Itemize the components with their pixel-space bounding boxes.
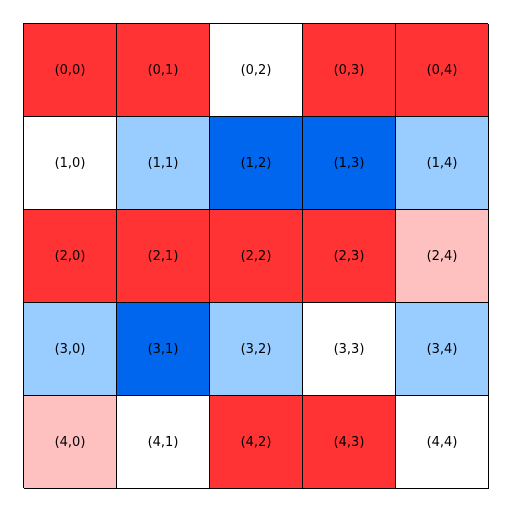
cell-2-4[interactable]: (2,4) — [396, 210, 489, 303]
cell-0-0[interactable]: (0,0) — [24, 24, 117, 117]
game-board: (0,0) (0,1) (0,2) (0,3) (0,4) (1,0) (1,1… — [23, 23, 489, 489]
cell-3-3[interactable]: (3,3) — [303, 303, 396, 396]
cell-1-4[interactable]: (1,4) — [396, 117, 489, 210]
cell-4-1[interactable]: (4,1) — [117, 396, 210, 489]
cell-0-2[interactable]: (0,2) — [210, 24, 303, 117]
cell-3-0[interactable]: (3,0) — [24, 303, 117, 396]
cell-4-2[interactable]: (4,2) — [210, 396, 303, 489]
cell-2-0[interactable]: (2,0) — [24, 210, 117, 303]
cell-1-2[interactable]: (1,2) — [210, 117, 303, 210]
cell-4-3[interactable]: (4,3) — [303, 396, 396, 489]
cell-3-1[interactable]: (3,1) — [117, 303, 210, 396]
cell-2-3[interactable]: (2,3) — [303, 210, 396, 303]
cell-2-1[interactable]: (2,1) — [117, 210, 210, 303]
cell-2-2[interactable]: (2,2) — [210, 210, 303, 303]
cell-0-4[interactable]: (0,4) — [396, 24, 489, 117]
cell-4-0[interactable]: (4,0) — [24, 396, 117, 489]
cell-1-3[interactable]: (1,3) — [303, 117, 396, 210]
cell-3-2[interactable]: (3,2) — [210, 303, 303, 396]
cell-3-4[interactable]: (3,4) — [396, 303, 489, 396]
cell-1-1[interactable]: (1,1) — [117, 117, 210, 210]
cell-0-3[interactable]: (0,3) — [303, 24, 396, 117]
cell-4-4[interactable]: (4,4) — [396, 396, 489, 489]
cell-1-0[interactable]: (1,0) — [24, 117, 117, 210]
cell-0-1[interactable]: (0,1) — [117, 24, 210, 117]
